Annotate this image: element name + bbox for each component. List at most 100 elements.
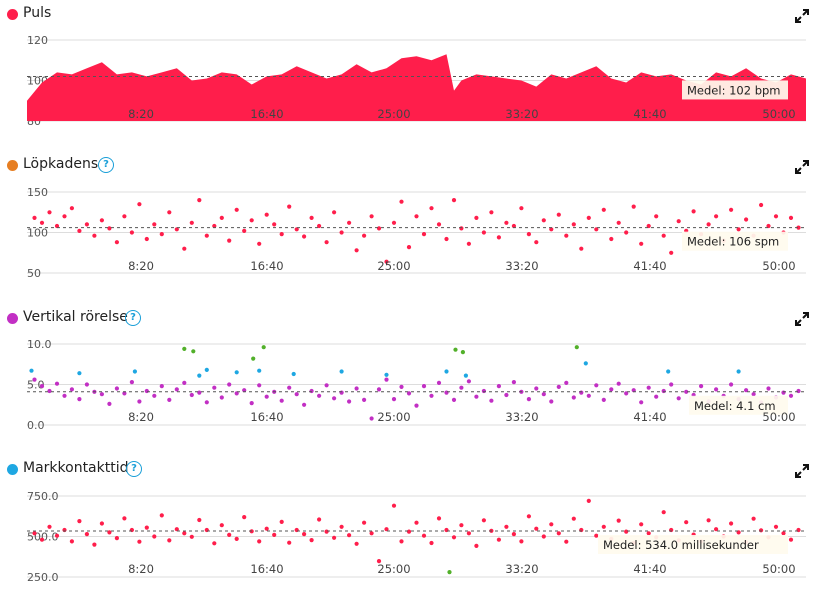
data-point (29, 368, 34, 373)
data-point (339, 230, 344, 235)
data-point (242, 388, 247, 393)
average-label-box (598, 534, 788, 554)
data-point (579, 246, 584, 251)
data-point (586, 498, 591, 503)
data-point (309, 388, 314, 394)
expand-icon[interactable] (795, 312, 809, 326)
data-point (751, 516, 756, 521)
data-point (616, 518, 621, 523)
data-point (77, 519, 82, 524)
expand-icon[interactable] (795, 464, 809, 478)
data-point (39, 220, 45, 225)
data-point (421, 384, 427, 389)
data-point (32, 531, 37, 536)
data-point (564, 233, 569, 238)
x-tick-label: 50:00 (762, 562, 795, 576)
expand-icon[interactable] (795, 160, 809, 174)
data-point (227, 532, 232, 537)
data-point (466, 379, 471, 384)
data-point (129, 230, 134, 235)
data-point (459, 523, 464, 528)
data-point (212, 223, 217, 229)
x-tick-label: 8:20 (128, 562, 154, 576)
ground-contact-time-panel: Markkontakttid ? 750.0 500.0 250.0 Medel: 5… (0, 456, 817, 592)
data-point (204, 233, 209, 238)
data-point (339, 524, 344, 529)
x-tick-label: 16:40 (250, 410, 283, 424)
data-point (391, 220, 397, 225)
data-point (579, 390, 584, 395)
vertical-oscillation-panel: Vertikal rörelse ? 10.0 5.0 0.0 Medel: 4.1 … (0, 304, 817, 444)
y-tick-label: 250.0 (27, 571, 59, 584)
data-point (324, 529, 329, 534)
data-point (182, 346, 187, 351)
y-tick-label: 100 (27, 227, 48, 240)
data-point (84, 532, 89, 537)
data-point (107, 226, 112, 231)
data-point (302, 234, 307, 239)
average-label-box (682, 80, 788, 100)
cadence-help-icon[interactable]: ? (98, 157, 114, 173)
data-point (191, 349, 196, 354)
data-point (99, 218, 104, 223)
data-point (32, 215, 37, 220)
data-point (189, 392, 194, 398)
data-point (347, 533, 352, 538)
data-point (669, 250, 674, 255)
data-point (376, 559, 382, 564)
data-point (616, 381, 621, 386)
data-point (496, 384, 501, 389)
data-point (609, 236, 614, 242)
data-point (144, 525, 149, 530)
data-point (729, 521, 734, 526)
y-tick-label: 5.0 (27, 379, 45, 392)
data-point (654, 394, 659, 399)
data-point (339, 369, 344, 374)
data-point (526, 232, 532, 237)
data-point (242, 515, 247, 520)
vertical-oscillation-help-icon[interactable]: ? (125, 310, 141, 326)
data-point (122, 516, 127, 521)
ground-contact-time-help-icon[interactable]: ? (126, 461, 142, 477)
data-point (459, 226, 464, 231)
data-point (122, 391, 127, 396)
data-point (309, 215, 314, 220)
data-point (773, 524, 779, 529)
data-point (384, 372, 389, 377)
expand-icon[interactable] (795, 9, 809, 23)
data-point (376, 387, 382, 392)
data-point (264, 526, 269, 531)
data-point (594, 533, 599, 538)
data-point (504, 220, 509, 225)
average-label-box (682, 231, 788, 251)
data-point (594, 383, 599, 388)
cadence-legend-dot (7, 160, 18, 171)
data-point (129, 380, 134, 385)
data-point (586, 215, 591, 220)
data-point (182, 531, 187, 536)
x-tick-label: 41:40 (633, 259, 666, 273)
data-point (152, 222, 157, 227)
data-point (549, 399, 554, 404)
data-point (219, 215, 224, 220)
data-point (144, 388, 149, 394)
data-point (369, 214, 374, 219)
data-point (354, 248, 359, 253)
data-point (47, 210, 52, 215)
data-point (714, 527, 719, 532)
vertical-oscillation-chart: 10.0 5.0 0.0 Medel: 4.1 cm 8:20 16:40 25:00 33:… (27, 338, 806, 432)
data-point (332, 396, 337, 401)
data-point (788, 393, 794, 398)
data-point (541, 392, 546, 397)
data-point (788, 537, 794, 542)
data-point (406, 529, 412, 534)
data-point (159, 232, 164, 237)
y-tick-label: 120 (27, 34, 48, 47)
data-point (436, 222, 442, 227)
x-tick-label: 41:40 (633, 107, 666, 121)
data-point (489, 210, 494, 215)
data-point (556, 212, 561, 217)
data-point (684, 520, 689, 525)
data-point (453, 347, 458, 352)
